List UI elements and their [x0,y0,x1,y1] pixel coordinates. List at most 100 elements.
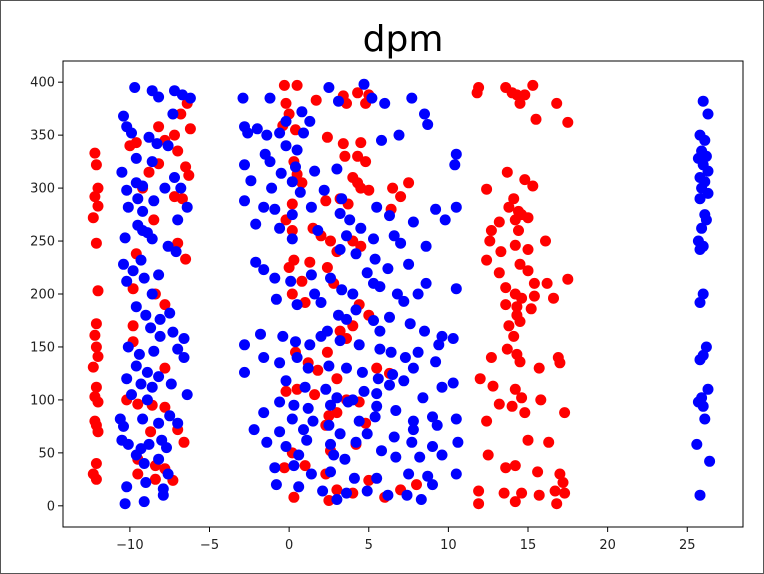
blue-data-point [700,341,712,353]
red-data-point [500,462,512,474]
chart-title: dpm [363,19,444,60]
blue-data-point [398,375,410,387]
red-data-point [527,79,539,91]
red-data-point [554,357,566,369]
blue-data-point [298,424,309,436]
red-data-point [554,468,566,480]
blue-data-point [239,339,250,351]
blue-data-point [175,182,187,194]
blue-data-point [288,460,300,472]
blue-data-point [393,129,405,141]
blue-data-point [137,180,149,192]
blue-data-point [274,127,286,139]
blue-data-point [371,472,383,484]
blue-data-point [250,256,262,268]
blue-data-point [694,297,706,308]
x-tick-label: −5 [200,538,219,553]
blue-data-point [309,165,321,177]
blue-data-point [135,254,147,266]
red-data-point [522,434,534,446]
blue-data-point [146,381,158,393]
blue-data-point [379,97,391,109]
blue-data-point [305,269,317,281]
x-tick-label: 20 [599,538,616,553]
blue-data-point [700,214,712,226]
red-data-point [337,138,349,150]
red-data-point [509,239,521,251]
blue-data-point [137,205,149,217]
red-data-point [387,182,399,194]
red-data-point [508,193,520,205]
blue-data-point [261,436,273,448]
blue-data-point [347,288,359,300]
blue-data-point [358,78,370,90]
blue-data-point [374,281,386,293]
red-data-point [280,97,292,109]
red-data-point [500,299,512,311]
red-data-point [286,288,298,300]
blue-data-point [450,283,462,295]
blue-data-point [274,357,286,369]
blue-data-point [427,411,438,423]
blue-data-point [286,233,298,245]
red-data-point [562,116,574,128]
blue-data-point [293,481,305,493]
red-data-point [92,285,104,297]
blue-data-point [264,156,276,168]
blue-data-point [304,339,316,351]
red-data-point [527,180,539,192]
red-data-point [320,195,332,207]
blue-data-point [430,203,442,215]
blue-data-point [116,166,128,178]
x-tick-label: 25 [679,538,696,553]
blue-data-point [390,405,402,416]
blue-data-point [165,378,177,390]
blue-data-point [299,381,311,393]
blue-data-point [385,346,397,358]
red-data-point [549,485,561,497]
red-data-point [509,383,521,395]
blue-data-point [350,248,362,260]
blue-data-point [315,297,327,308]
blue-data-point [341,230,352,242]
blue-data-point [407,362,419,374]
red-data-point [87,361,99,373]
red-data-point [509,460,521,472]
blue-data-point [291,352,303,363]
blue-data-point [154,313,166,325]
red-data-point [92,351,104,362]
blue-data-point [452,436,464,448]
blue-data-point [447,333,459,344]
blue-data-point [391,288,403,300]
red-data-point [339,150,351,162]
blue-data-point [148,195,160,207]
red-data-point [321,262,333,273]
blue-data-point [181,201,193,213]
red-data-point [89,191,101,203]
blue-data-point [264,92,276,104]
red-data-point [395,191,407,203]
red-data-point [87,212,99,224]
red-data-point [180,253,192,265]
blue-data-point [269,203,281,215]
blue-data-point [178,333,190,344]
red-data-point [498,487,510,499]
blue-data-point [153,453,165,465]
red-data-point [522,212,534,224]
x-tick-label: −10 [116,538,143,553]
blue-data-point [294,186,306,198]
blue-data-point [133,348,145,360]
blue-data-point [126,389,137,401]
red-data-point [180,161,192,173]
blue-data-point [369,253,381,265]
blue-data-point [702,165,714,177]
blue-data-point [371,388,383,400]
blue-data-point [261,129,273,141]
blue-data-point [341,487,352,499]
blue-data-point [162,468,174,480]
red-data-point [90,159,102,171]
blue-data-point [258,352,270,363]
blue-data-point [305,201,317,213]
blue-data-point [353,415,365,427]
blue-data-point [170,246,182,258]
